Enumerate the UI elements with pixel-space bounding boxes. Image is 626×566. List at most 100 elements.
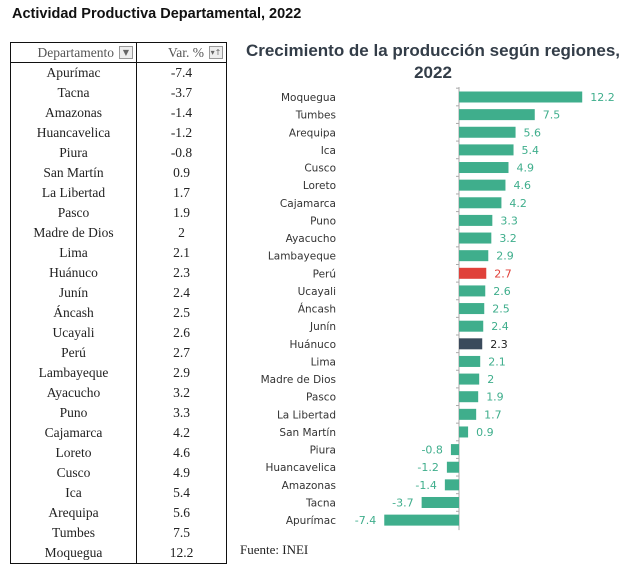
data-label: 2.9 [496,250,514,263]
header-departamento: Departamento ▼ [10,42,137,63]
category-label: Áncash [298,303,336,316]
cell-departamento: Perú [10,343,137,363]
data-label: 7.5 [543,109,561,122]
cell-var: 2.1 [136,243,227,263]
filter-dropdown-icon[interactable]: ▼ [119,46,133,59]
cell-departamento: Áncash [10,303,137,323]
cell-departamento: Ayacucho [10,383,137,403]
data-label: 5.4 [522,144,540,157]
data-label: -1.4 [415,479,436,492]
data-label: 1.7 [484,408,502,421]
bar-ucayali [459,285,486,297]
bar-huánuco [459,338,483,350]
category-label: Cajamarca [280,198,336,210]
bar-tumbes [459,109,535,121]
cell-departamento: Tumbes [10,523,137,543]
cell-departamento: La Libertad [10,183,137,203]
table-row: Tacna -3.7 [10,83,227,103]
category-label: San Martín [279,427,336,439]
cell-departamento: Pasco [10,203,137,223]
category-label: Puno [310,215,336,227]
data-label: 4.6 [513,179,531,192]
source-note: Fuente: INEI [240,542,309,557]
table-row: Ayacucho 3.2 [10,383,227,403]
data-label: 1.9 [486,391,504,404]
cell-departamento: Huánuco [10,263,137,283]
category-label: Lambayeque [268,251,336,263]
category-label: Tacna [305,497,336,509]
category-label: Arequipa [289,127,336,139]
cell-var: 7.5 [136,523,227,543]
category-label: Ayacucho [286,233,336,245]
bar-apurímac [384,514,459,526]
table-row: Huánuco 2.3 [10,263,227,283]
data-label: 12.2 [590,91,615,104]
cell-departamento: Lambayeque [10,363,137,383]
cell-departamento: Arequipa [10,503,137,523]
cell-var: -1.4 [136,103,227,123]
category-label: Apurímac [286,515,336,527]
cell-var: 3.2 [136,383,227,403]
table-row: Apurímac -7.4 [10,62,227,83]
bar-ayacucho [459,232,492,244]
cell-var: 5.4 [136,483,227,503]
data-label: 2.7 [494,267,512,280]
category-label: Huánuco [290,339,337,351]
category-label: Ica [321,145,336,157]
bar-la-libertad [459,408,477,420]
bar-piura [450,444,459,456]
bar-tacna [421,496,459,508]
cell-var: 4.6 [136,443,227,463]
data-label: 0.9 [476,426,494,439]
bar-arequipa [459,126,516,138]
data-label: 2.6 [493,285,511,298]
category-label: Lima [311,356,336,368]
table-row: Arequipa 5.6 [10,503,227,523]
cell-var: 2 [136,223,227,243]
cell-var: 2.9 [136,363,227,383]
category-label: Ucayali [298,286,336,298]
table-row: Cusco 4.9 [10,463,227,483]
cell-departamento: Moquegua [10,543,137,564]
cell-departamento: Madre de Dios [10,223,137,243]
cell-var: -3.7 [136,83,227,103]
data-label: 2.3 [490,338,508,351]
bar-amazonas [444,479,459,491]
cell-var: 0.9 [136,163,227,183]
cell-departamento: Cajamarca [10,423,137,443]
category-label: Tumbes [295,110,336,122]
table-row: Tumbes 7.5 [10,523,227,543]
cell-var: 5.6 [136,503,227,523]
bar-áncash [459,303,485,315]
bar-loreto [459,179,506,191]
category-label: Junín [309,321,336,333]
cell-departamento: Piura [10,143,137,163]
sort-ascending-icon[interactable]: ▾↑ [209,46,223,59]
bar-puno [459,214,493,226]
table-header-row: Departamento ▼ Var. % ▾↑ [10,42,227,63]
category-label: Moquegua [281,92,336,104]
table-row: Lambayeque 2.9 [10,363,227,383]
bar-madre-de-dios [459,373,480,385]
cell-departamento: Apurímac [10,62,137,83]
data-label: 2 [487,373,494,386]
table-row: Lima 2.1 [10,243,227,263]
data-label: 3.2 [499,232,517,245]
cell-departamento: Ucayali [10,323,137,343]
category-label: La Libertad [277,409,336,421]
data-label: -0.8 [421,444,442,457]
header-var: Var. % ▾↑ [136,42,227,63]
data-label: 4.2 [509,197,527,210]
category-label: Loreto [303,180,336,192]
cell-var: 2.5 [136,303,227,323]
table-row: Cajamarca 4.2 [10,423,227,443]
cell-var: 2.6 [136,323,227,343]
table-row: Amazonas -1.4 [10,103,227,123]
data-label: -7.4 [355,514,376,527]
cell-departamento: Lima [10,243,137,263]
department-table: Departamento ▼ Var. % ▾↑ Apurímac -7.4 Tacna… [10,42,227,564]
category-label: Piura [310,445,336,457]
table-row: Puno 3.3 [10,403,227,423]
bar-huancavelica [446,461,459,473]
